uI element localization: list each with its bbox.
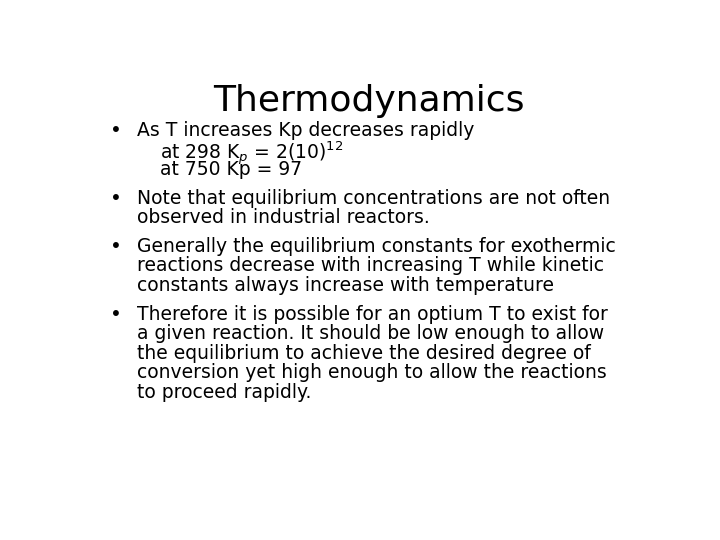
Text: the equilibrium to achieve the desired degree of: the equilibrium to achieve the desired d… [138,344,591,363]
Text: conversion yet high enough to allow the reactions: conversion yet high enough to allow the … [138,363,607,382]
Text: reactions decrease with increasing T while kinetic: reactions decrease with increasing T whi… [138,256,604,275]
Text: at 750 Kp = 97: at 750 Kp = 97 [160,160,302,179]
Text: Note that equilibrium concentrations are not often: Note that equilibrium concentrations are… [138,188,611,208]
Text: Thermodynamics: Thermodynamics [213,84,525,118]
Text: •: • [109,305,122,323]
Text: •: • [109,121,122,140]
Text: •: • [109,237,122,256]
Text: •: • [109,188,122,208]
Text: As T increases Kp decreases rapidly: As T increases Kp decreases rapidly [138,121,474,140]
Text: Generally the equilibrium constants for exothermic: Generally the equilibrium constants for … [138,237,616,256]
Text: constants always increase with temperature: constants always increase with temperatu… [138,276,554,295]
Text: observed in industrial reactors.: observed in industrial reactors. [138,208,430,227]
Text: a given reaction. It should be low enough to allow: a given reaction. It should be low enoug… [138,324,605,343]
Text: to proceed rapidly.: to proceed rapidly. [138,383,312,402]
Text: Therefore it is possible for an optium T to exist for: Therefore it is possible for an optium T… [138,305,608,323]
Text: at 298 K$_p$ = 2(10)$^{12}$: at 298 K$_p$ = 2(10)$^{12}$ [160,140,343,168]
